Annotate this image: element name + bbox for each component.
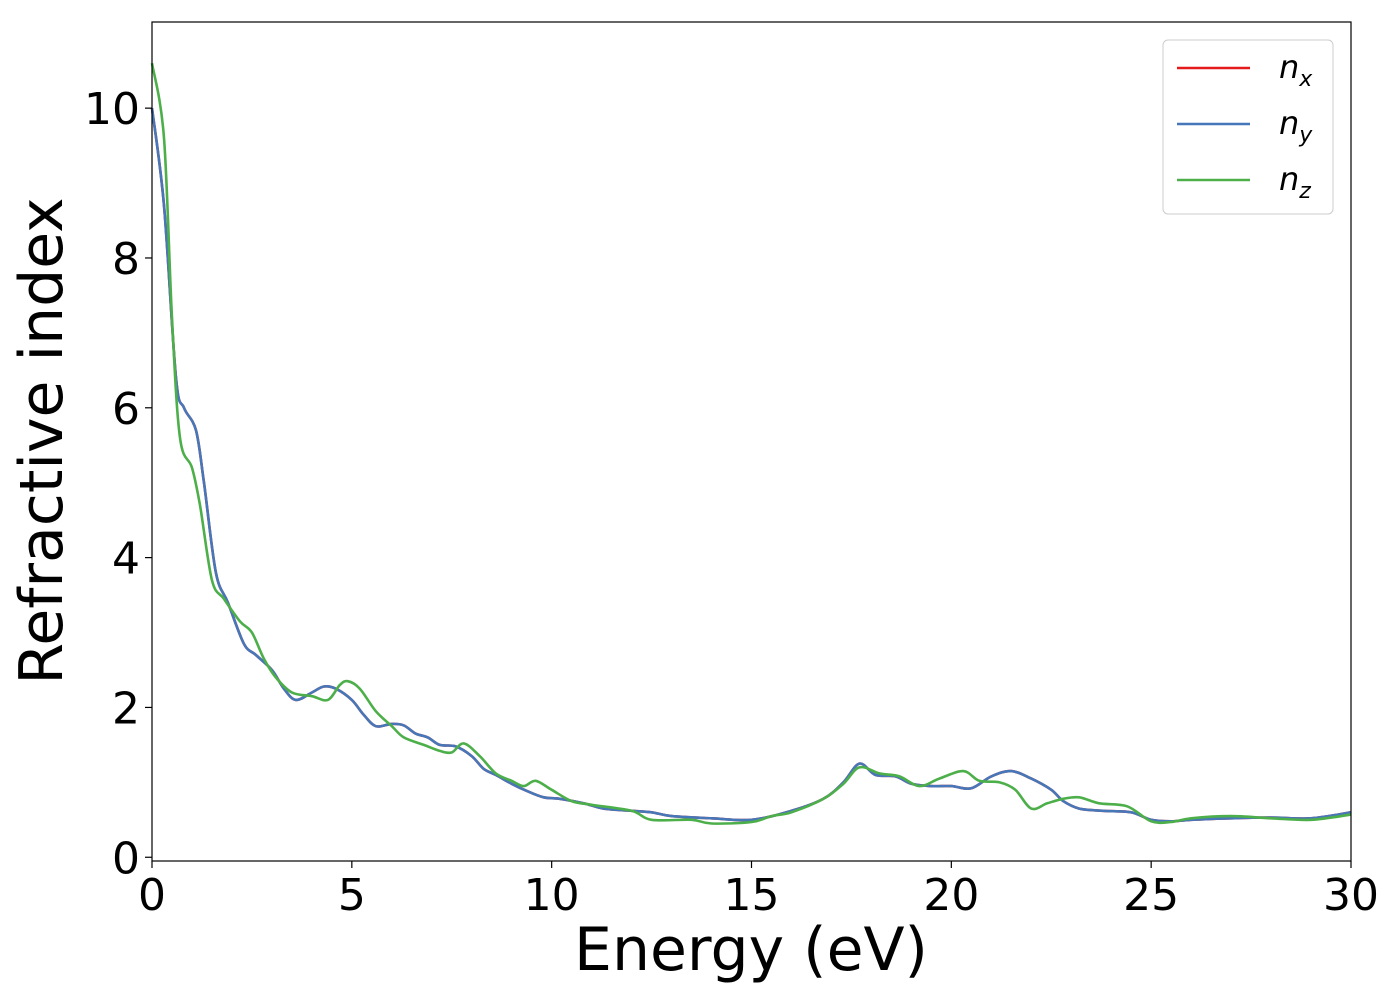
y-axis-title: Refractive index (7, 197, 77, 684)
series-line-y (150, 107, 1352, 823)
y-tick-label: 6 (112, 384, 140, 435)
series-line-x (150, 107, 1352, 823)
y-tick-label: 2 (112, 683, 140, 734)
series-layer (150, 62, 1352, 825)
legend-frame (1162, 39, 1334, 215)
x-axis-title: Energy (eV) (574, 915, 928, 985)
x-tick-label: 30 (1323, 870, 1379, 921)
x-tick-label: 15 (724, 870, 780, 921)
x-tick-label: 10 (524, 870, 580, 921)
y-tick-label: 4 (112, 534, 140, 585)
x-tick-label: 0 (138, 870, 166, 921)
legend-label-x: nx (1279, 48, 1313, 92)
series-line-z (150, 62, 1352, 825)
x-tick-label: 5 (338, 870, 366, 921)
y-tick-label: 0 (112, 833, 140, 884)
y-tick-label: 8 (112, 234, 140, 285)
ticks-layer: 0 5 10 15 20 25 30 0 2 4 6 8 10 (84, 84, 1379, 921)
x-tick-label: 25 (1123, 870, 1179, 921)
y-tick-label: 10 (84, 84, 140, 135)
x-tick-label: 20 (923, 870, 979, 921)
